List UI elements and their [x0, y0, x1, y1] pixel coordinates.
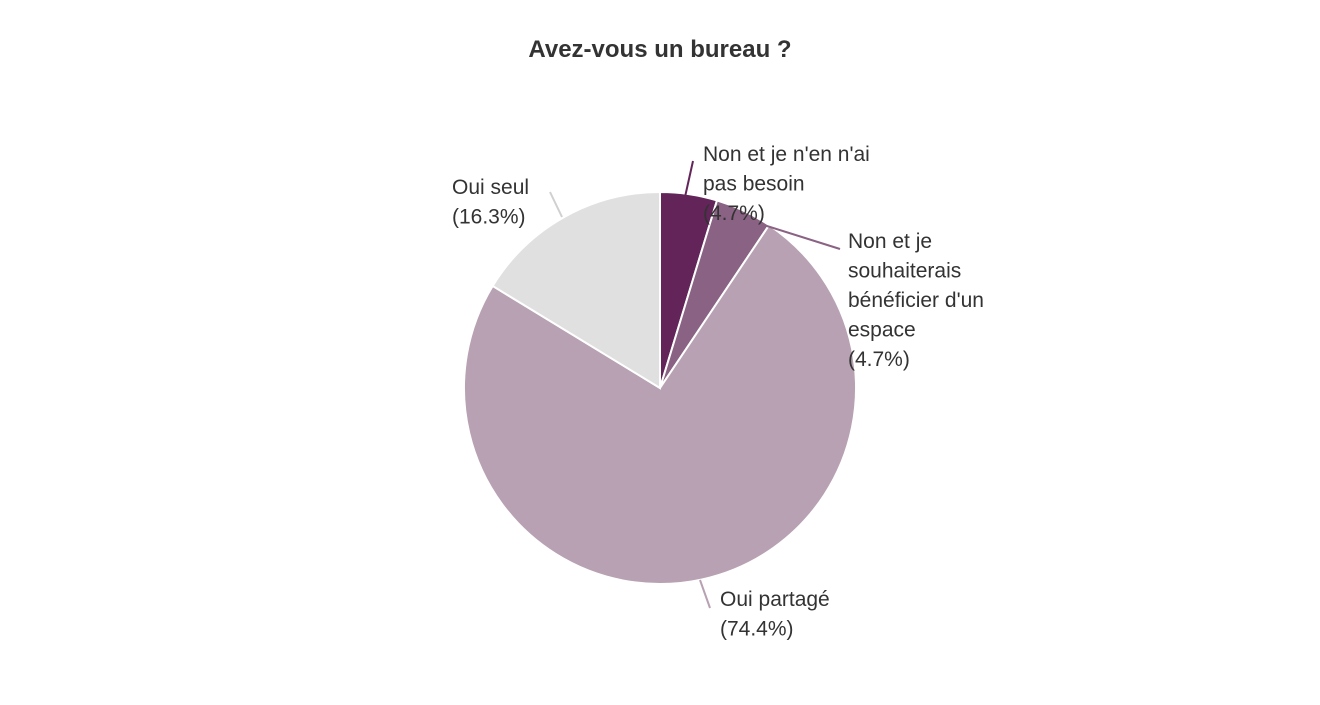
pie-leader-lines — [549, 160, 841, 609]
slice-label-line: (74.4%) — [720, 618, 794, 641]
slice-label-line: Non et je — [848, 230, 932, 253]
chart-title: Avez-vous un bureau ? — [528, 36, 791, 63]
slice-label-line: Oui seul — [452, 176, 529, 199]
slice-label-line: Oui partagé — [720, 588, 830, 611]
pie-slice-4[interactable] — [491, 190, 661, 390]
pie-slice-3[interactable] — [463, 223, 857, 585]
leader-line-2 — [734, 215, 841, 250]
slice-label-4: Oui seul (16.3%) — [452, 176, 529, 229]
slice-label-1: Non et je n'en n'ai pas besoin (4.7%) — [703, 143, 870, 225]
slice-label-line: (4.7%) — [848, 348, 910, 371]
slice-label-line: Non et je n'en n'ai — [703, 143, 870, 166]
pie-slice-labels: Non et je n'en n'ai pas besoin (4.7%)Non e… — [452, 143, 984, 641]
leader-line-1 — [684, 160, 694, 198]
slice-label-line: espace — [848, 319, 916, 342]
slice-label-line: (16.3%) — [452, 206, 526, 229]
slice-label-2: Non et je souhaiterais bénéficier d'un espa… — [848, 230, 984, 371]
slice-label-line: (4.7%) — [703, 202, 765, 225]
leader-line-4 — [549, 191, 563, 218]
leader-line-3 — [699, 579, 711, 609]
slice-label-line: bénéficier d'un — [848, 289, 984, 312]
pie-slices — [463, 190, 857, 585]
slice-label-3: Oui partagé (74.4%) — [720, 588, 830, 641]
slice-label-line: pas besoin — [703, 173, 805, 196]
slice-label-line: souhaiterais — [848, 260, 961, 283]
